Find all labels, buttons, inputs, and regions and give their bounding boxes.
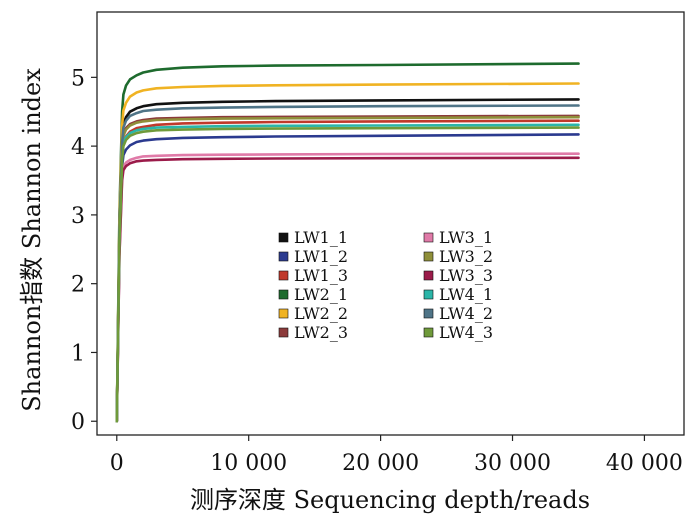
legend-swatch bbox=[278, 232, 289, 243]
series-line-lw4-2 bbox=[115, 104, 580, 423]
legend-swatch bbox=[423, 327, 434, 338]
plot-frame bbox=[96, 11, 685, 436]
legend-swatch bbox=[278, 327, 289, 338]
legend-label: LW3_1 bbox=[439, 228, 493, 247]
legend-label: LW4_1 bbox=[439, 285, 493, 304]
legend-label: LW3_2 bbox=[439, 247, 493, 266]
legend-swatch bbox=[278, 289, 289, 300]
legend-swatch bbox=[278, 270, 289, 281]
x-tick-label: 0 bbox=[110, 451, 124, 476]
x-tick-label: 30 000 bbox=[474, 451, 551, 476]
legend-swatch bbox=[423, 270, 434, 281]
legend-swatch bbox=[278, 308, 289, 319]
legend-label: LW2_3 bbox=[294, 323, 348, 342]
legend-swatch bbox=[423, 289, 434, 300]
y-tick-label: 5 bbox=[71, 66, 85, 91]
series-lines bbox=[115, 62, 580, 423]
legend-label: LW2_2 bbox=[294, 304, 348, 323]
y-tick-label: 4 bbox=[71, 135, 85, 160]
legend-label: LW4_2 bbox=[439, 304, 493, 323]
legend-label: LW4_3 bbox=[439, 323, 493, 342]
x-tick-label: 10 000 bbox=[210, 451, 287, 476]
y-tick-label: 1 bbox=[71, 341, 85, 366]
legend-label: LW1_2 bbox=[294, 247, 348, 266]
x-tick-label: 20 000 bbox=[342, 451, 419, 476]
x-axis-ticks: 0 10 000 20 000 30 000 40 000 bbox=[110, 435, 683, 476]
legend-label: LW1_1 bbox=[294, 228, 348, 247]
x-tick-label: 40 000 bbox=[606, 451, 683, 476]
y-axis-ticks: 0 1 2 3 4 5 bbox=[71, 66, 97, 435]
legend-swatch bbox=[423, 251, 434, 262]
y-tick-label: 3 bbox=[71, 204, 85, 229]
y-tick-label: 0 bbox=[71, 410, 85, 435]
series-line-lw2-2 bbox=[115, 82, 580, 423]
legend-swatch bbox=[278, 251, 289, 262]
y-axis-label: Shannon指数 Shannon index bbox=[18, 68, 46, 412]
legend-label: LW2_1 bbox=[294, 285, 348, 304]
series-line-lw2-1 bbox=[115, 62, 580, 423]
series-line-lw4-3 bbox=[115, 126, 580, 423]
legend-label: LW3_3 bbox=[439, 266, 493, 285]
y-tick-label: 2 bbox=[71, 273, 85, 298]
legend-swatch bbox=[423, 232, 434, 243]
x-axis-label: 测序深度 Sequencing depth/reads bbox=[190, 486, 590, 514]
legend-label: LW1_3 bbox=[294, 266, 348, 285]
legend-swatch bbox=[423, 308, 434, 319]
